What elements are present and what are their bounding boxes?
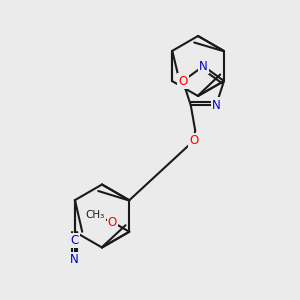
Text: N: N <box>212 99 220 112</box>
Text: O: O <box>108 215 117 229</box>
Text: CH₃: CH₃ <box>86 210 105 220</box>
Text: N: N <box>70 253 79 266</box>
Text: C: C <box>70 234 79 247</box>
Text: O: O <box>178 74 188 88</box>
Text: N: N <box>199 60 208 73</box>
Text: O: O <box>189 134 198 147</box>
